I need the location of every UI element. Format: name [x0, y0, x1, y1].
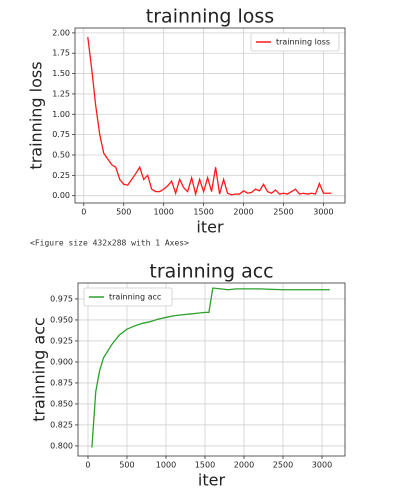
chart: trainning acc iter trainning acc 0.800 0.825… — [30, 261, 346, 490]
x-tick-label: 1500 — [193, 208, 213, 217]
y-tick-label: 1.50 — [52, 69, 70, 78]
x-tick-label: 2500 — [273, 208, 293, 217]
legend-box — [250, 32, 340, 52]
data-line — [91, 287, 330, 448]
legend-label: trainning acc — [109, 293, 161, 302]
y-tick-label: 0.800 — [50, 441, 73, 450]
x-tick-label: 500 — [119, 461, 134, 470]
y-tick-label: 0.900 — [50, 357, 73, 366]
x-tick-label: 1000 — [156, 461, 176, 470]
y-tick-label: 0.925 — [50, 336, 73, 345]
x-tick-label: 0 — [81, 208, 86, 217]
y-tick-label: 2.00 — [52, 28, 70, 37]
x-tick-label: 2000 — [233, 208, 253, 217]
x-axis-label: iter — [198, 471, 226, 490]
plot-frame — [74, 27, 346, 204]
y-tick-label: 0.975 — [50, 294, 73, 303]
x-tick-label: 3000 — [313, 208, 333, 217]
y-tick-label: 0.850 — [50, 399, 73, 408]
y-tick-label: 0.75 — [52, 130, 70, 139]
y-tick-label: 1.00 — [52, 110, 70, 119]
x-axis-label: iter — [196, 218, 224, 237]
y-tick-label: 0.950 — [50, 315, 73, 324]
legend-box — [83, 287, 173, 307]
plot-frame — [77, 282, 346, 457]
x-tick-label: 500 — [116, 208, 131, 217]
x-tick-label: 1500 — [195, 461, 215, 470]
x-tick-label: 3000 — [312, 461, 332, 470]
chart: trainning loss iter trainning loss 0.00 0.25… — [27, 6, 346, 237]
y-tick-label: 0.25 — [52, 171, 70, 180]
x-tick-label: 2500 — [273, 461, 293, 470]
y-tick-label: 0.50 — [52, 150, 70, 159]
y-tick-label: 0.875 — [50, 378, 73, 387]
chart-title: trainning loss — [146, 6, 274, 28]
y-tick-label: 1.75 — [52, 49, 70, 58]
figure-size-output: <Figure size 432x288 with 1 Axes> — [30, 239, 189, 248]
y-axis-label: trainning acc — [30, 317, 49, 422]
y-tick-label: 1.25 — [52, 89, 70, 98]
x-tick-label: 1000 — [153, 208, 173, 217]
y-axis-label: trainning loss — [27, 61, 46, 169]
x-tick-label: 2000 — [234, 461, 254, 470]
chart-title: trainning acc — [149, 261, 273, 283]
x-tick-label: 0 — [85, 461, 90, 470]
y-tick-label: 0.825 — [50, 420, 73, 429]
y-tick-label: 0.00 — [52, 191, 70, 200]
data-line — [87, 36, 332, 197]
legend-label: trainning loss — [276, 38, 330, 47]
